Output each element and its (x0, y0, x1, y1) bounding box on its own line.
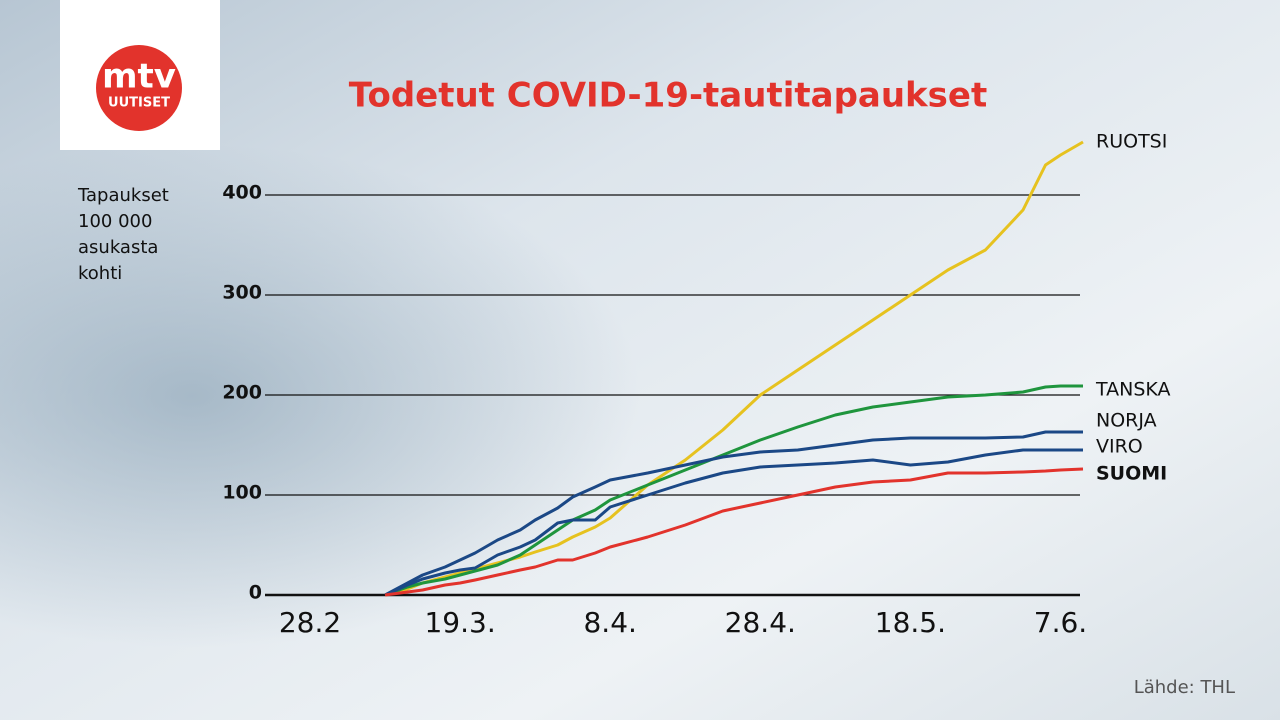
legend-label: SUOMI (1096, 463, 1167, 485)
y-axis-label: kohti (78, 263, 122, 284)
source: Lähde: THL (1134, 677, 1235, 698)
x-tick-label: 18.5. (875, 606, 946, 639)
y-axis-label: 100 000 (78, 211, 152, 232)
y-tick-label: 400 (222, 182, 262, 204)
y-tick-label: 300 (222, 282, 262, 304)
logo-circle (96, 45, 182, 131)
legend-label: VIRO (1096, 436, 1143, 458)
x-tick-label: 28.2 (279, 606, 341, 639)
y-tick-label: 100 (222, 482, 262, 504)
y-tick-label: 0 (249, 582, 262, 604)
x-tick-label: 8.4. (583, 606, 636, 639)
series-line (384, 448, 1083, 597)
y-axis-label: asukasta (78, 237, 158, 258)
series-line (384, 430, 1083, 597)
legend-label: RUOTSI (1096, 131, 1167, 153)
logo-subtitle: UUTISET (108, 96, 170, 111)
y-tick-label: 200 (222, 382, 262, 404)
x-tick-label: 19.3. (424, 606, 495, 639)
chart-title: Todetut COVID-19-tautitapaukset (349, 76, 987, 116)
legend-label: TANSKA (1095, 379, 1171, 401)
x-tick-label: 28.4. (725, 606, 796, 639)
legend-label: NORJA (1096, 410, 1157, 432)
series-line (384, 467, 1084, 597)
x-tick-label: 7.6. (1034, 606, 1087, 639)
logo-name: mtv (102, 57, 176, 97)
y-axis-label: Tapaukset (77, 185, 169, 206)
series-line (384, 384, 1083, 597)
